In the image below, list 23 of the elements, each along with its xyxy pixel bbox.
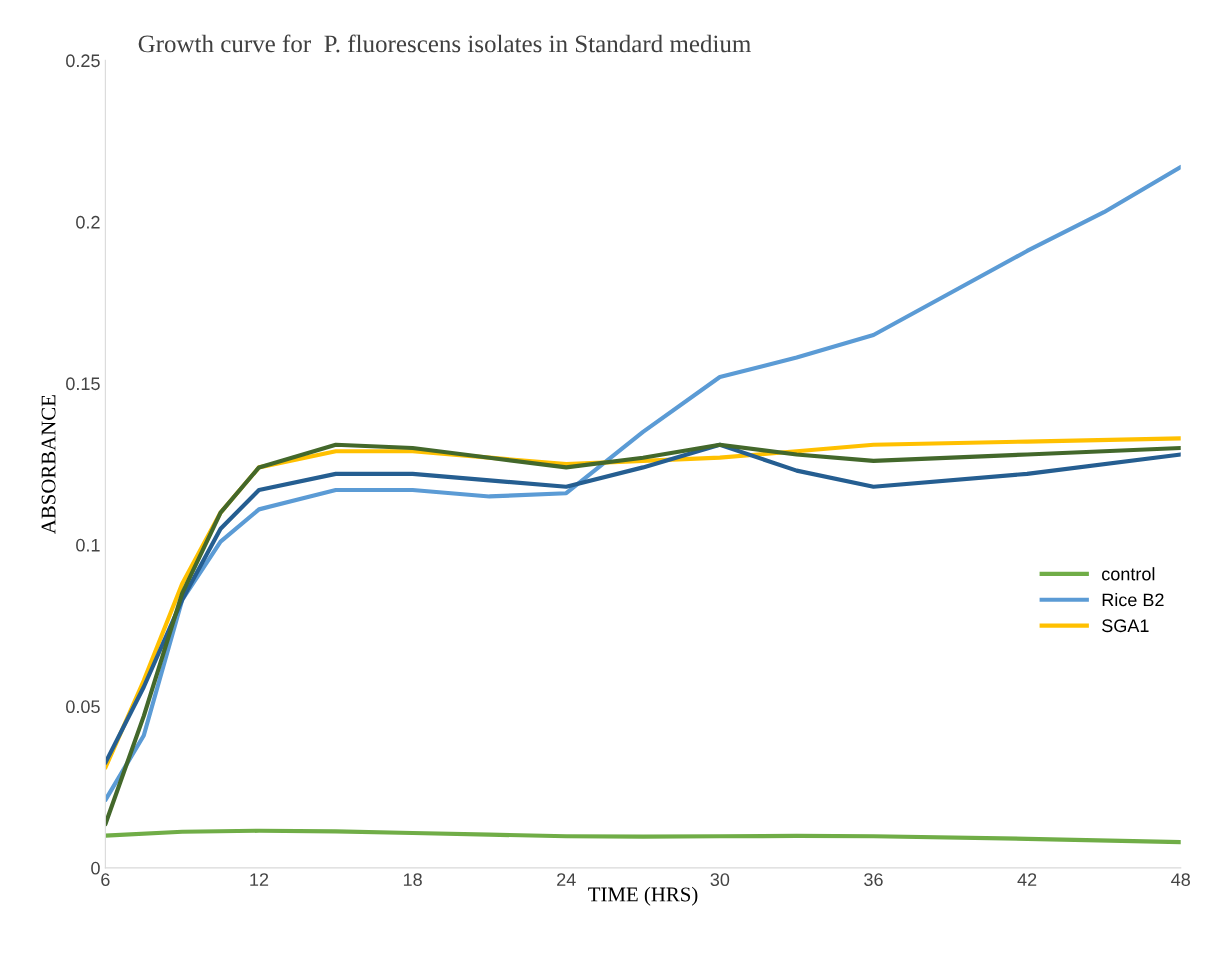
x-tick-label: 18: [403, 873, 422, 887]
y-tick-label: 0: [91, 861, 100, 875]
x-tick-label: 24: [557, 873, 576, 886]
chart-title: Growth curve for P. fluorescens isolates in Standard medium: [138, 34, 751, 53]
y-tick-label: 0.05: [66, 700, 100, 714]
x-tick-label: 30: [710, 873, 730, 887]
line-series: [105, 164, 1181, 803]
y-tick-label: 0.2: [76, 215, 100, 229]
line-series: [105, 828, 1181, 845]
y-tick-label: 0.1: [76, 538, 100, 552]
legend-label: SGA1: [1102, 619, 1149, 633]
y-tick-label: 0.25: [66, 54, 100, 68]
line-series: [105, 442, 1181, 827]
x-tick-label: 6: [101, 873, 110, 887]
y-axis-title: ABSORBANCE: [41, 395, 56, 534]
legend-label: control: [1102, 567, 1155, 581]
x-tick-label: 48: [1171, 873, 1190, 887]
x-tick-label: 42: [1017, 873, 1037, 886]
x-tick-label: 36: [864, 873, 883, 887]
x-axis-title: TIME (HRS): [588, 886, 698, 906]
y-tick-label: 0.15: [66, 377, 100, 391]
x-tick-label: 12: [250, 873, 269, 886]
legend-label: Rice B2: [1102, 593, 1164, 607]
